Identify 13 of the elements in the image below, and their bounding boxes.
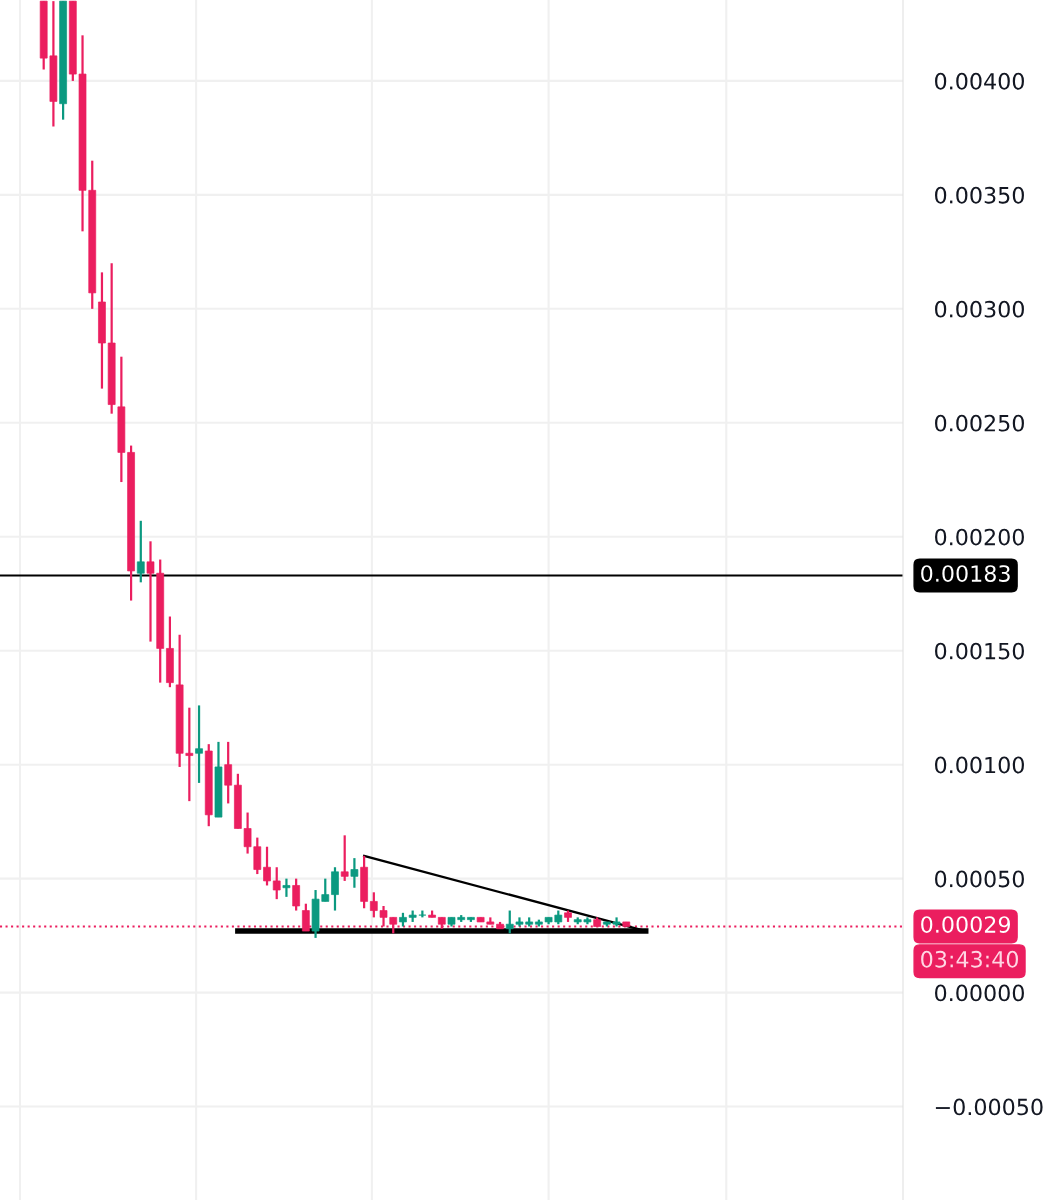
y-tick-label: 0.00300 — [935, 300, 1024, 318]
ref-line-label: 0.00029 — [921, 916, 1010, 933]
y-tick-label: 0.00350 — [935, 186, 1024, 204]
y-tick-label: 0.00400 — [935, 72, 1024, 90]
ref-line-label: 0.00183 — [921, 565, 1010, 582]
y-tick-label: −0.00050 — [935, 1098, 1043, 1116]
y-tick-label: 0.00100 — [935, 756, 1024, 774]
y-tick-label: 0.00000 — [935, 984, 1024, 1002]
y-tick-label: 0.00150 — [935, 642, 1024, 660]
y-tick-label: 0.00050 — [935, 870, 1024, 888]
y-tick-label: 0.00250 — [935, 414, 1024, 432]
y-tick-label: 0.00200 — [935, 528, 1024, 546]
text: 03:43:40 — [921, 950, 1018, 968]
